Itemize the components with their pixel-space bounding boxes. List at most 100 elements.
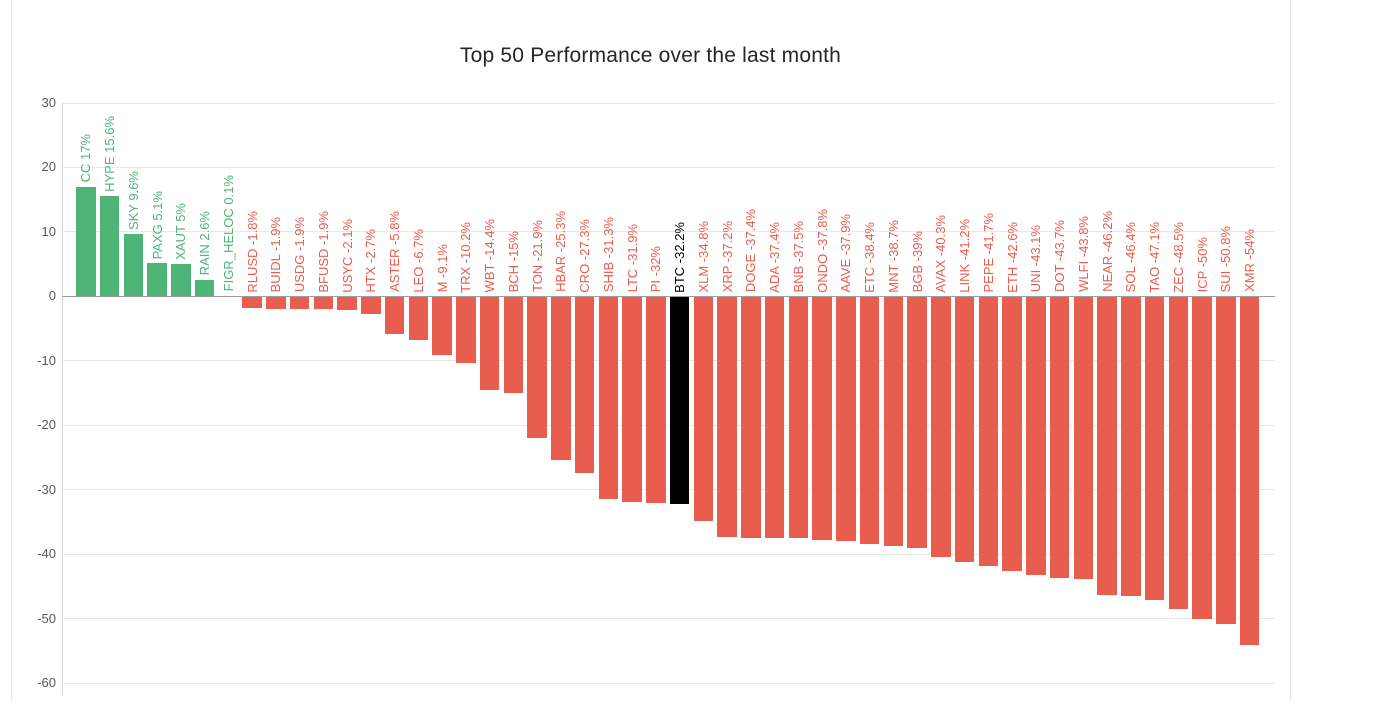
bar-TRX <box>456 296 476 363</box>
bar-DOT <box>1049 296 1070 579</box>
bar-WLFI <box>1073 296 1094 580</box>
bar-label-SHIB: SHIB -31.3% <box>600 217 616 293</box>
bar-label-WBT: WBT -14.4% <box>482 218 498 293</box>
gridline--50 <box>62 618 1275 620</box>
gridline-20 <box>62 166 1275 168</box>
bar-XAUT <box>171 264 191 297</box>
bar-label-HYPE: HYPE 15.6% <box>102 115 117 192</box>
bar-label-BNB: BNB -37.5% <box>790 220 806 293</box>
bar-ADA <box>764 296 785 538</box>
gridline-30 <box>62 102 1275 104</box>
bar-SUI <box>1216 296 1236 625</box>
y-tick-label--30: -30 <box>37 481 56 497</box>
bar-RAIN <box>194 279 215 297</box>
bar-BNB <box>788 296 809 539</box>
gridline--10 <box>62 360 1275 362</box>
bar-label-FIGR_HELOC: FIGR_HELOC 0.1% <box>220 175 236 292</box>
y-tick-label-30: 30 <box>41 95 56 110</box>
bar-label-UNI: UNI -43.1% <box>1028 225 1044 293</box>
bar-label-WLFI: WLFI -43.8% <box>1075 216 1091 293</box>
bar-label-CC: CC 17% <box>78 134 94 183</box>
bar-label-ADA: ADA -37.4% <box>767 221 783 293</box>
bar-USDG <box>289 296 310 310</box>
bar-label-ETH: ETH -42.6% <box>1004 221 1020 293</box>
bar-RLUSD <box>242 296 262 309</box>
bar-AVAX <box>931 296 951 557</box>
bar-TON <box>527 296 547 438</box>
bar-WBT <box>479 296 500 390</box>
bar-label-ASTER: ASTER -5.8% <box>387 211 403 293</box>
bar-UNI <box>1026 296 1046 575</box>
bar-ASTER <box>384 296 405 335</box>
bar-LINK <box>954 296 975 563</box>
bar-label-NEAR: NEAR -46.2% <box>1099 211 1115 293</box>
card-right-border <box>1290 0 1291 701</box>
bar-label-BUIDL: BUIDL -1.9% <box>268 216 284 293</box>
bar-MNT <box>883 296 904 547</box>
bar-label-ZEC: ZEC -48.5% <box>1170 221 1186 293</box>
bar-SOL <box>1121 296 1141 596</box>
gridline--60 <box>62 682 1275 684</box>
bar-label-BCH: BCH -15% <box>505 230 521 293</box>
bar-label-ONDO: ONDO -37.8% <box>814 208 830 293</box>
bar-label-PI: PI -32% <box>648 246 664 293</box>
bar-label-XMR: XMR -54% <box>1242 229 1258 293</box>
bar-PEPE <box>978 296 999 566</box>
bar-label-MNT: MNT -38.7% <box>885 219 901 293</box>
card-left-border <box>11 0 12 701</box>
y-tick-label--60: -60 <box>37 675 56 690</box>
bar-PI <box>646 296 666 504</box>
bar-label-PEPE: PEPE -41.7% <box>980 212 996 293</box>
gridline--40 <box>62 553 1275 555</box>
bar-label-AAVE: AAVE -37.9% <box>838 213 854 293</box>
bar-BCH <box>503 296 524 394</box>
bar-label-XAUT: XAUT 5% <box>173 203 189 261</box>
bar-CC <box>76 186 96 297</box>
bar-NEAR <box>1097 296 1117 595</box>
bar-label-SOL: SOL -46.4% <box>1123 222 1139 293</box>
bar-label-SKY: SKY 9.6% <box>125 171 141 231</box>
chart-title: Top 50 Performance over the last month <box>459 44 842 67</box>
y-tick-label--10: -10 <box>37 352 56 368</box>
bar-HYPE <box>99 195 120 297</box>
bar-HTX <box>361 296 381 315</box>
bar-TAO <box>1144 296 1165 601</box>
bar-ICP <box>1192 296 1212 620</box>
bar-label-LTC: LTC -31.9% <box>624 223 640 293</box>
bar-label-TAO: TAO -47.1% <box>1147 221 1163 293</box>
bar-label-LINK: LINK -41.2% <box>957 218 973 293</box>
bar-label-RAIN: RAIN 2.6% <box>197 211 213 276</box>
bar-label-BFUSD: BFUSD -1.9% <box>315 210 331 293</box>
bar-ZEC <box>1168 296 1189 610</box>
bar-HBAR <box>551 296 571 460</box>
bar-ETC <box>859 296 880 545</box>
bar-label-RLUSD: RLUSD -1.8% <box>244 210 260 293</box>
y-tick-label--40: -40 <box>37 546 56 562</box>
bar-BGB <box>907 296 927 549</box>
gridline-10 <box>62 231 1275 233</box>
bar-DOGE <box>741 296 761 538</box>
bar-ETH <box>1002 296 1022 572</box>
bar-SHIB <box>598 296 619 499</box>
y-tick-label-0: 0 <box>48 288 56 304</box>
bar-LTC <box>622 296 642 503</box>
bar-PAXG <box>147 263 167 297</box>
bar-label-TON: TON -21.9% <box>529 220 545 293</box>
bar-XLM <box>693 296 714 522</box>
bar-XRP <box>717 296 737 537</box>
bar-ONDO <box>812 296 832 541</box>
bar-label-DOT: DOT -43.7% <box>1052 220 1068 293</box>
bar-USYC <box>337 296 357 311</box>
y-axis-line <box>62 103 63 695</box>
bar-label-LEO: LEO -6.7% <box>410 228 426 293</box>
bar-label-XRP: XRP -37.2% <box>719 221 735 293</box>
plot-area: CC 17% HYPE 15.6% SKY 9.6% PAXG 5.1% XAUT 5%… <box>62 102 1275 684</box>
bar-label-USYC: USYC -2.1% <box>339 218 355 293</box>
bar-AAVE <box>836 296 856 542</box>
bar-BUIDL <box>266 296 286 310</box>
bar-label-AVAX: AVAX -40.3% <box>933 214 949 293</box>
bar-label-M: M -9.1% <box>434 243 450 293</box>
bar-label-BGB: BGB -39% <box>909 230 925 293</box>
y-tick-label-20: 20 <box>41 159 56 175</box>
